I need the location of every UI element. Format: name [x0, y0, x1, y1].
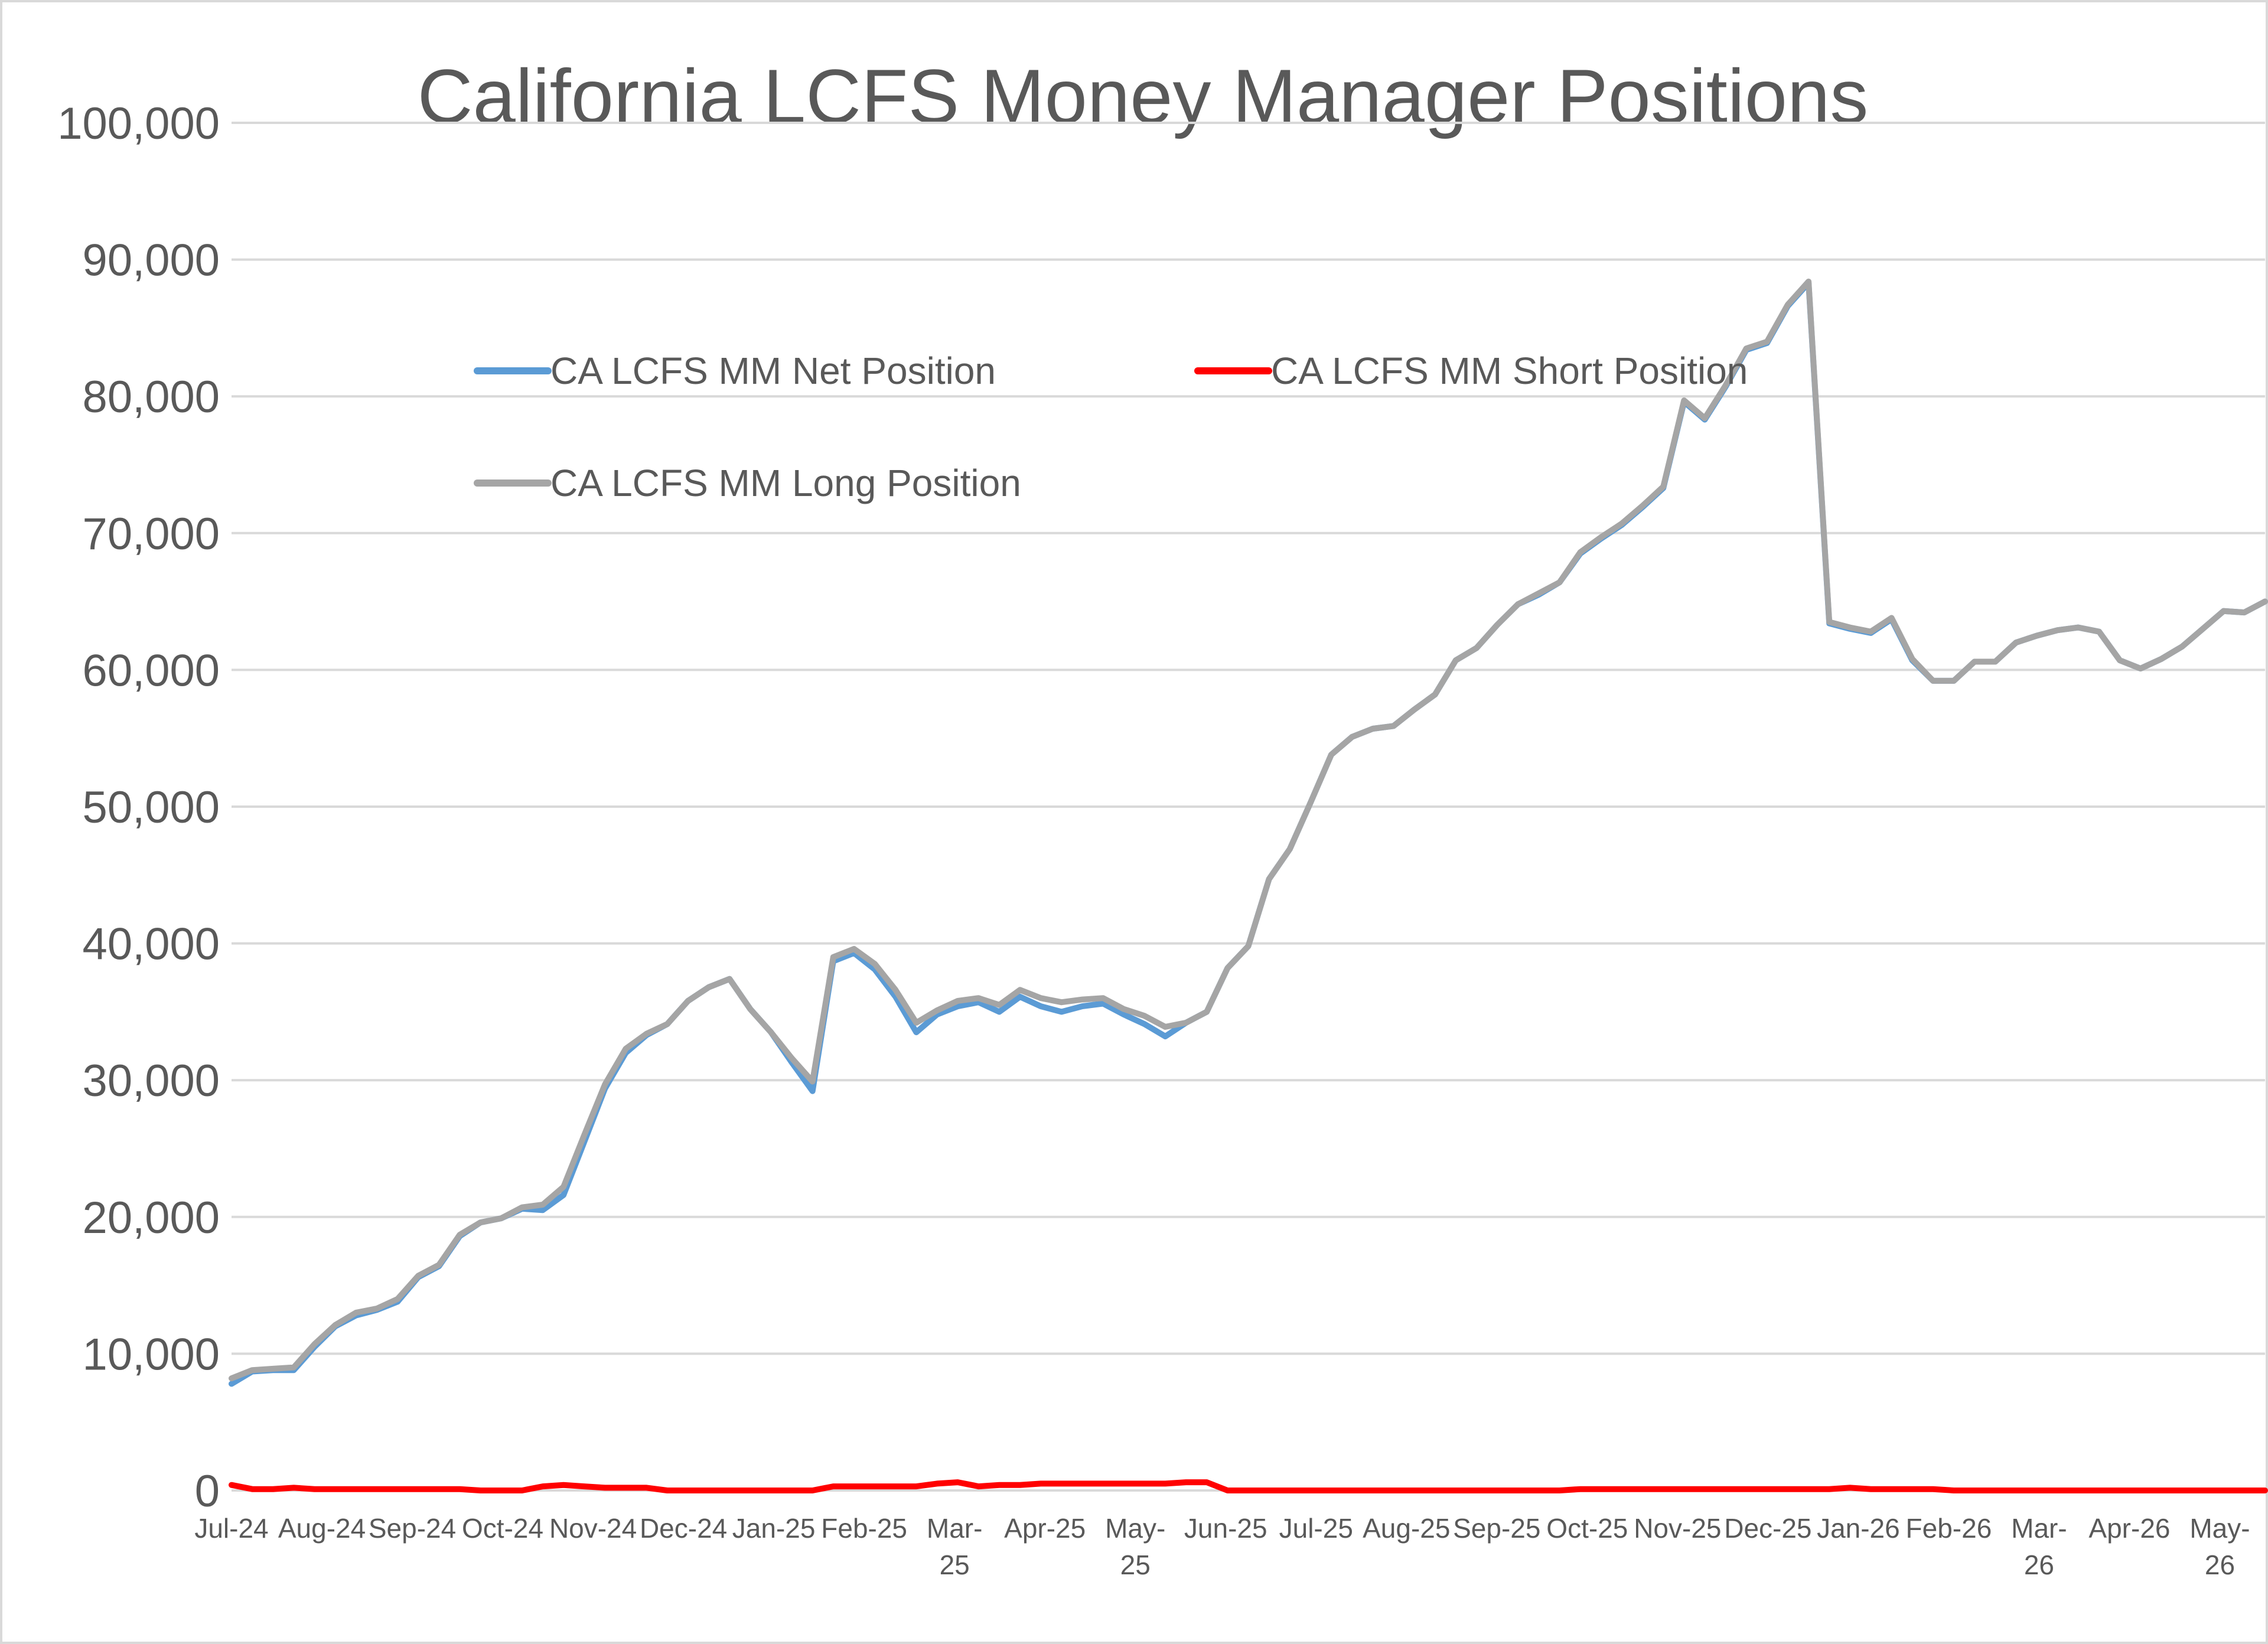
series-lines [229, 278, 2268, 1493]
x-tick-label-line: Nov-25 [1634, 1513, 1721, 1544]
x-tick-label-line: Mar- [927, 1513, 983, 1544]
x-tick-label: Jun-25 [1184, 1513, 1267, 1544]
x-tick-label: Dec-25 [1724, 1513, 1811, 1544]
x-tick-label-line: 26 [2024, 1550, 2054, 1580]
x-tick-label: Feb-26 [1906, 1513, 1992, 1544]
x-tick-label: Mar- 25 [927, 1513, 983, 1580]
x-tick-label-line: Jul-24 [194, 1513, 268, 1544]
series-line-2 [229, 278, 2268, 1382]
x-tick-label-line: Dec-24 [640, 1513, 727, 1544]
x-tick-label-line: Jun-25 [1184, 1513, 1267, 1544]
x-tick-label-line: May- [2189, 1513, 2250, 1544]
series-line-1 [229, 1479, 2268, 1493]
x-tick-label-line: Jan-26 [1817, 1513, 1900, 1544]
legend-label: CA LCFS MM Short Position [1271, 350, 1748, 392]
x-tick-label-line: Dec-25 [1724, 1513, 1811, 1544]
y-tick-label: 10,000 [83, 1329, 220, 1379]
x-tick-label-line: Feb-26 [1906, 1513, 1992, 1544]
y-tick-label: 80,000 [83, 372, 220, 422]
y-tick-label: 40,000 [83, 919, 220, 970]
x-tick-label-line: Nov-24 [549, 1513, 637, 1544]
legend: CA LCFS MM Net Position CA LCFS MM Short … [474, 350, 1748, 504]
x-tick-label: Sep-25 [1453, 1513, 1540, 1544]
x-tick-label: Nov-24 [549, 1513, 637, 1544]
x-tick-label: Aug-25 [1363, 1513, 1450, 1544]
x-tick-label: Oct-24 [462, 1513, 543, 1544]
x-tick-label-line: 26 [2205, 1550, 2235, 1580]
x-tick-label: Nov-25 [1634, 1513, 1721, 1544]
x-tick-label: Apr-25 [1004, 1513, 1086, 1544]
legend-label: CA LCFS MM Net Position [550, 350, 996, 392]
x-tick-label-line: Apr-25 [1004, 1513, 1086, 1544]
y-tick-label: 90,000 [83, 236, 220, 286]
x-tick-label-line: 25 [940, 1550, 970, 1580]
y-tick-label: 30,000 [83, 1056, 220, 1106]
x-tick-label-line: Jan-25 [732, 1513, 816, 1544]
y-tick-label: 70,000 [83, 509, 220, 559]
x-tick-label-line: Sep-25 [1453, 1513, 1540, 1544]
x-tick-label-line: Apr-26 [2088, 1513, 2170, 1544]
y-tick-label: 20,000 [83, 1193, 220, 1243]
y-tick-label: 50,000 [83, 782, 220, 833]
x-tick-label-line: 25 [1120, 1550, 1151, 1580]
x-tick-label: Aug-24 [278, 1513, 366, 1544]
x-tick-label-line: Mar- [2011, 1513, 2067, 1544]
x-tick-label: Dec-24 [640, 1513, 727, 1544]
chart-title: California LCFS Money Manager Positions [418, 53, 1869, 139]
x-tick-label-line: Oct-25 [1546, 1513, 1628, 1544]
x-tick-label: Jan-26 [1817, 1513, 1900, 1544]
x-tick-label: Feb-25 [821, 1513, 907, 1544]
y-tick-label: 60,000 [83, 645, 220, 696]
x-tick-label-line: Sep-24 [369, 1513, 456, 1544]
x-tick-label: Sep-24 [369, 1513, 456, 1544]
x-tick-label: Oct-25 [1546, 1513, 1628, 1544]
x-tick-label: May- 25 [1105, 1513, 1165, 1580]
x-tick-label: Mar- 26 [2011, 1513, 2067, 1580]
x-tick-label-line: Oct-24 [462, 1513, 543, 1544]
x-tick-label-line: Feb-25 [821, 1513, 907, 1544]
x-axis: Jul-24 Aug-24 Sep-24 Oct-24 Nov-24 Dec-24 Jan-… [194, 1513, 2250, 1580]
x-tick-label: Jul-25 [1279, 1513, 1353, 1544]
x-tick-label: Jul-24 [194, 1513, 268, 1544]
x-tick-label-line: May- [1105, 1513, 1165, 1544]
x-tick-label-line: Aug-24 [278, 1513, 366, 1544]
x-tick-label: May- 26 [2189, 1513, 2250, 1580]
y-axis: 0 10,000 20,000 30,000 40,000 50,000 60,000 70,… [57, 99, 220, 1516]
x-tick-label: Jan-25 [732, 1513, 816, 1544]
legend-label: CA LCFS MM Long Position [550, 462, 1021, 504]
y-tick-label: 100,000 [57, 99, 220, 149]
x-tick-label: Apr-26 [2088, 1513, 2170, 1544]
x-tick-label-line: Jul-25 [1279, 1513, 1353, 1544]
x-tick-label-line: Aug-25 [1363, 1513, 1450, 1544]
y-tick-label: 0 [195, 1466, 220, 1516]
